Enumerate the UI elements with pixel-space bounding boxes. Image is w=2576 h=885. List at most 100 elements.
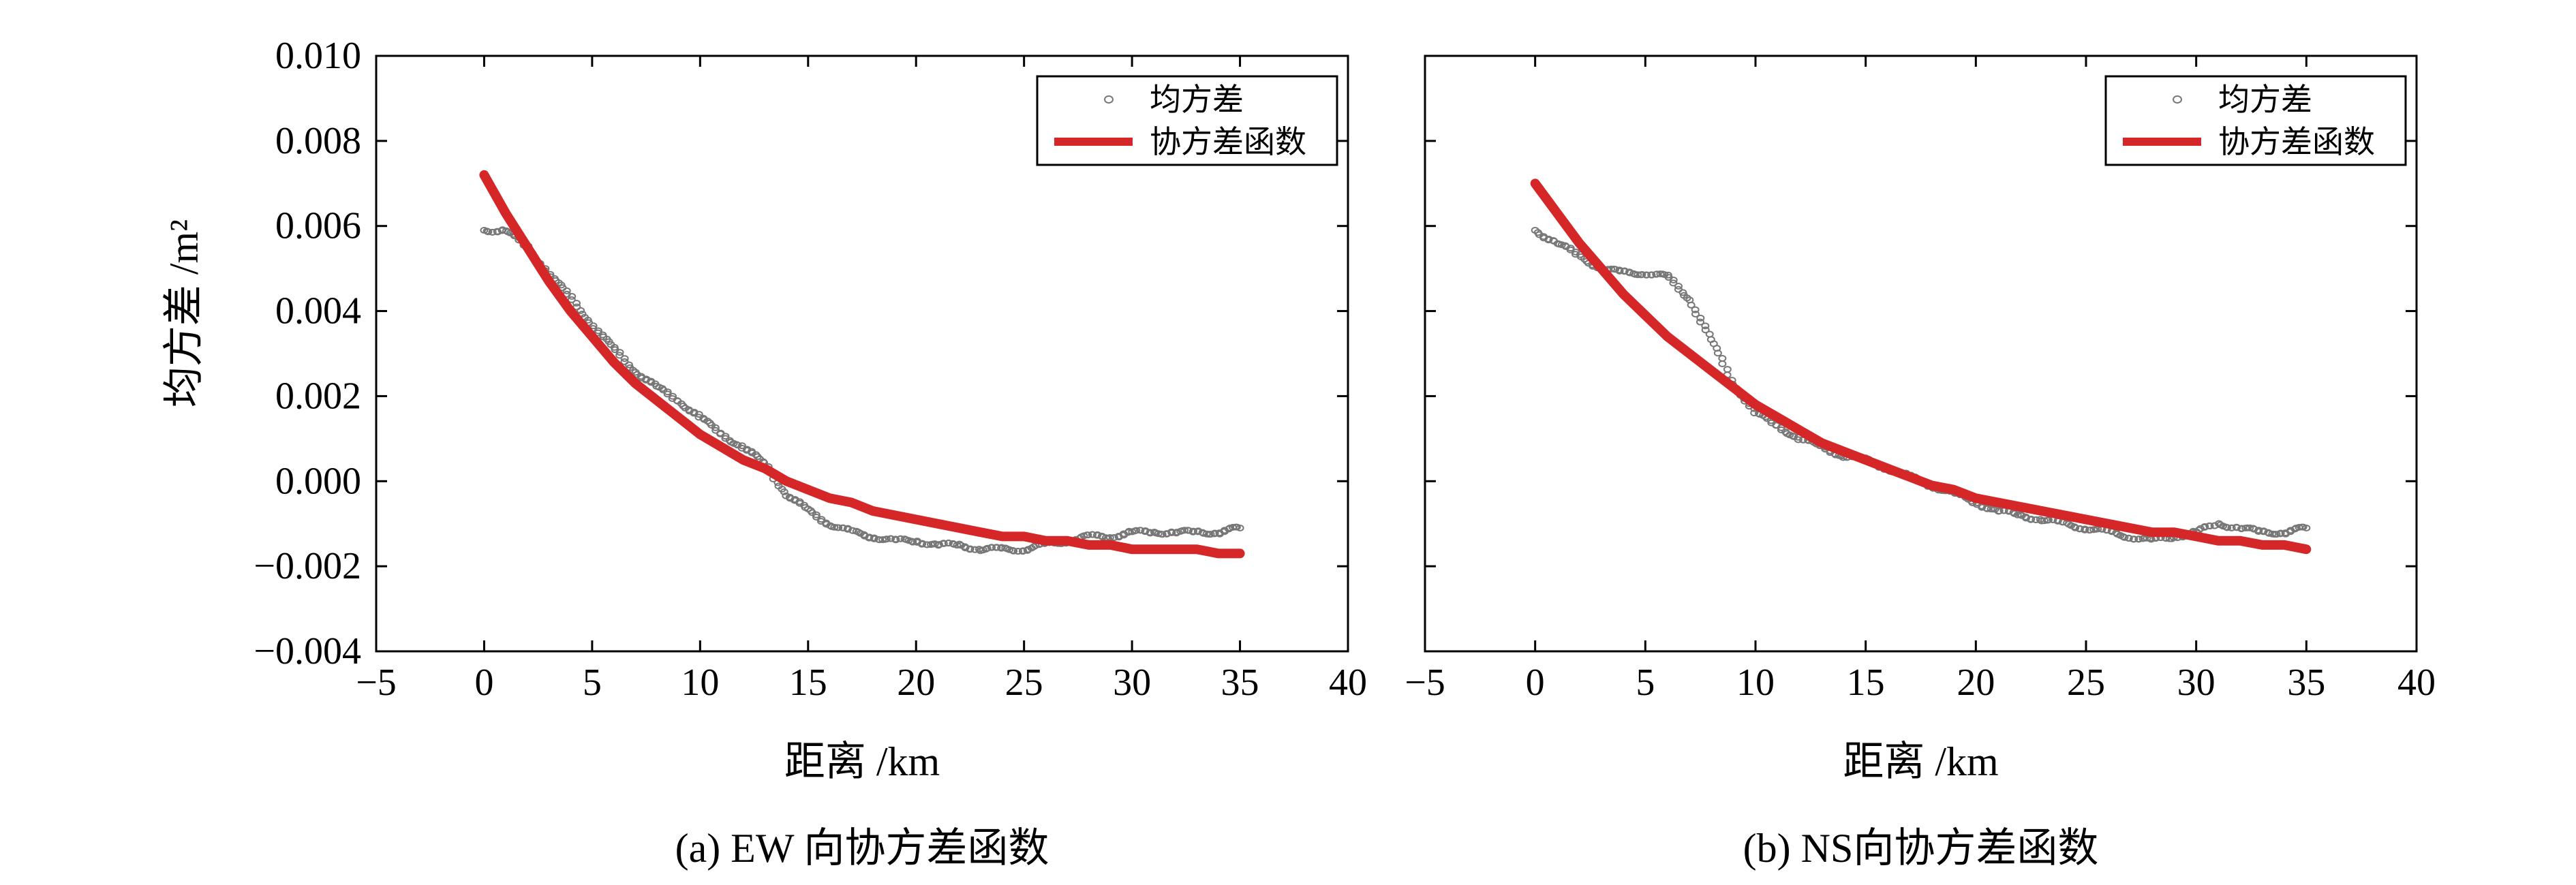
data-point	[1009, 547, 1018, 555]
y-axis-title: 均方差 /m²	[162, 219, 206, 407]
x-tick-label: 15	[789, 662, 827, 704]
data-point	[1669, 277, 1678, 284]
x-tick-label: 40	[1329, 662, 1367, 704]
y-tick-label: 0.008	[275, 120, 361, 162]
data-point	[2124, 535, 2133, 542]
data-point	[1687, 301, 1696, 309]
data-point	[1210, 529, 1219, 537]
data-point	[1705, 330, 1714, 338]
legend-label: 协方差函数	[2218, 125, 2375, 159]
x-tick-label: 10	[681, 662, 719, 704]
marker-series	[1531, 226, 2311, 543]
data-point	[983, 544, 992, 552]
data-point	[1146, 529, 1154, 537]
data-point	[737, 442, 746, 450]
data-point	[830, 523, 839, 531]
data-point	[1718, 354, 1727, 362]
data-point	[1544, 236, 1553, 244]
data-point	[966, 546, 975, 553]
data-point	[1691, 310, 1700, 317]
legend-label: 协方差函数	[1150, 125, 1306, 159]
data-point	[834, 524, 843, 531]
x-axis-title: 距离 /km	[1843, 739, 1998, 784]
data-point	[1718, 360, 1727, 367]
data-point	[647, 379, 656, 386]
data-point	[970, 546, 979, 553]
data-point	[2120, 533, 2129, 541]
data-point	[992, 544, 1001, 551]
data-point	[1109, 533, 1118, 541]
x-tick-label: 0	[474, 662, 493, 704]
data-point	[1615, 267, 1624, 275]
data-point	[865, 534, 874, 542]
data-point	[2232, 523, 2241, 531]
data-point	[2223, 524, 2232, 531]
data-point	[887, 535, 895, 542]
data-point	[620, 355, 629, 362]
data-point	[1225, 525, 1233, 533]
plot-frame	[375, 55, 1349, 653]
x-tick-label: −5	[1405, 662, 1445, 704]
x-tick-label: 30	[2177, 662, 2215, 704]
data-point	[1084, 531, 1092, 539]
data-point	[1620, 268, 1629, 275]
data-point	[2272, 531, 2281, 538]
data-point	[663, 388, 672, 396]
data-point	[1013, 548, 1022, 555]
data-point	[1158, 531, 1167, 538]
data-point	[1634, 271, 1642, 279]
data-point	[934, 541, 943, 548]
y-tick-label: 0.002	[275, 375, 361, 417]
data-point	[2237, 525, 2246, 532]
data-point	[896, 535, 905, 542]
data-point	[2026, 516, 2035, 523]
data-point	[883, 535, 891, 543]
data-point	[1696, 314, 1705, 322]
data-point	[1750, 409, 1759, 417]
data-point	[1642, 271, 1651, 279]
data-point	[1713, 350, 1722, 357]
fit-line	[1530, 178, 2312, 555]
data-point	[2086, 526, 2095, 533]
data-point	[838, 524, 847, 531]
data-point	[1647, 271, 1656, 279]
data-point	[2254, 528, 2263, 535]
data-point	[923, 541, 932, 548]
data-point	[690, 409, 699, 417]
x-tick-label: −5	[356, 662, 397, 704]
data-point	[2071, 524, 2080, 531]
data-point	[1794, 436, 1803, 444]
data-point	[659, 386, 668, 394]
data-point	[1678, 289, 1687, 296]
data-point	[795, 499, 804, 507]
x-tick-label: 40	[2397, 662, 2436, 704]
data-point	[711, 424, 720, 431]
data-point	[1180, 527, 1189, 534]
data-point	[2201, 523, 2209, 530]
data-point	[1983, 505, 1992, 512]
data-point	[572, 300, 581, 307]
data-point	[1638, 270, 1646, 278]
panel-caption: (a) EW 向协方差函数	[675, 826, 1049, 871]
data-point	[1701, 322, 1710, 330]
data-point	[2205, 522, 2214, 529]
data-point	[1167, 528, 1176, 535]
data-point	[1995, 507, 2004, 514]
data-point	[1136, 527, 1145, 534]
data-point	[1674, 283, 1683, 290]
data-point	[2302, 524, 2311, 531]
data-point	[2245, 524, 2254, 531]
legend-marker-symbol	[1104, 95, 1114, 104]
x-tick-label: 35	[2287, 662, 2325, 704]
x-tick-label: 5	[1636, 662, 1655, 704]
data-point	[721, 433, 730, 440]
x-tick-label: 20	[897, 662, 935, 704]
legend-marker-symbol	[2173, 95, 2182, 104]
marker-series	[480, 226, 1244, 555]
data-point	[615, 349, 624, 356]
data-point	[562, 287, 571, 294]
legend-label: 均方差	[2218, 82, 2312, 117]
data-point	[1723, 366, 1732, 373]
